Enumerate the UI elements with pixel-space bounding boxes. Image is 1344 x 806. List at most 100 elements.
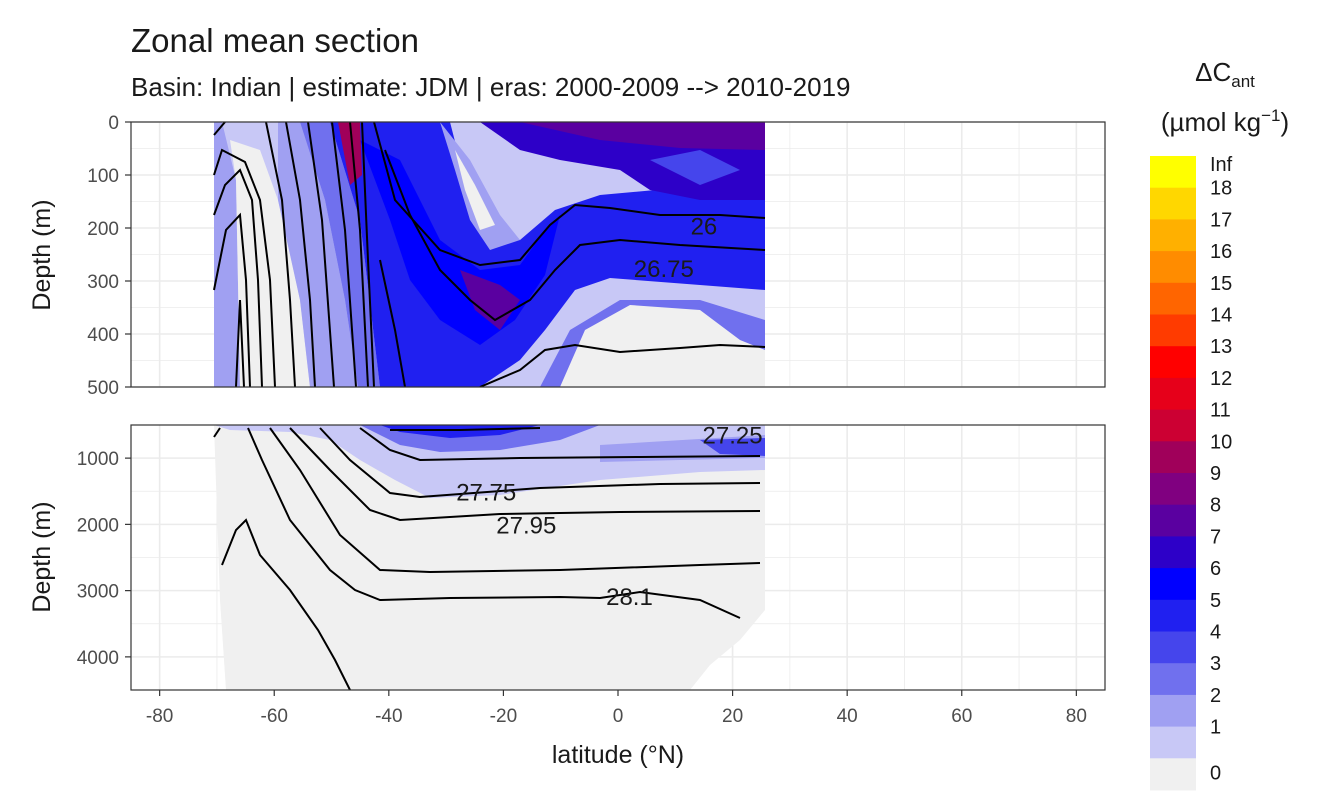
contour-label: 27.25	[703, 422, 763, 449]
x-tick-label: -80	[146, 706, 173, 727]
contour-line	[213, 212, 251, 387]
legend-label: 15	[1210, 273, 1232, 295]
legend-swatch	[1150, 631, 1196, 664]
legend-label: 14	[1210, 305, 1232, 327]
y-tick-label: 100	[87, 166, 119, 187]
lower-contours	[213, 427, 761, 690]
legend-swatch	[1150, 599, 1196, 632]
legend-label: 6	[1210, 558, 1221, 580]
legend-label: 7	[1210, 526, 1221, 548]
contour-line	[384, 149, 766, 322]
contour-line	[349, 122, 369, 387]
contour-line	[390, 427, 541, 431]
legend-swatch	[1150, 251, 1196, 284]
chart-title: Zonal mean section	[131, 22, 419, 59]
legend-unit: (µmol kg−1)	[1161, 106, 1289, 137]
legend-title: ΔCant	[1195, 57, 1255, 91]
legend-label: 18	[1210, 178, 1232, 200]
legend-label: 11	[1210, 400, 1231, 422]
legend-swatch	[1150, 441, 1196, 474]
contour-label: 28.1	[606, 584, 653, 611]
contour-line	[319, 427, 761, 499]
legend-swatch	[1150, 473, 1196, 506]
legend-swatch	[1150, 536, 1196, 569]
axes: -80 -60 -40 -20 0 20 40 60 80 0 100 200 300 400 500 100…	[77, 113, 1087, 727]
upper-contours	[213, 122, 766, 387]
legend-swatch	[1150, 219, 1196, 252]
contour-line	[361, 122, 375, 387]
contour-label: 26	[691, 213, 718, 240]
legend-swatch	[1150, 377, 1196, 411]
legend-swatch	[1150, 187, 1196, 220]
colorbar-legend: ΔCant (µmol kg−1) Inf1817161514131211109…	[1150, 57, 1289, 791]
legend-label: 3	[1210, 653, 1221, 675]
x-tick-label: -40	[375, 706, 402, 727]
legend-swatch	[1150, 758, 1196, 791]
legend-swatch	[1150, 409, 1196, 442]
contour-line	[331, 122, 357, 387]
legend-swatch	[1150, 694, 1196, 728]
y-axis-title-upper: Depth (m)	[28, 199, 56, 310]
x-tick-label: 40	[837, 706, 858, 727]
y-tick-label: 300	[87, 272, 119, 293]
x-tick-label: 20	[722, 706, 743, 727]
legend-label: 4	[1210, 622, 1221, 644]
x-tick-label: 80	[1066, 706, 1087, 727]
y-tick-label: 4000	[77, 648, 119, 669]
legend-label: 8	[1210, 495, 1221, 517]
contour-line	[247, 427, 741, 619]
legend-swatch	[1150, 663, 1196, 696]
legend-label: 5	[1210, 590, 1221, 612]
contour-line	[373, 122, 766, 267]
legend-swatch	[1150, 282, 1196, 315]
contour-line	[269, 427, 761, 574]
legend-swatch	[1150, 504, 1196, 537]
y-tick-label: 3000	[77, 582, 119, 603]
x-axis-title: latitude (°N)	[552, 741, 684, 769]
contour-line	[235, 299, 245, 387]
contour-line	[479, 343, 766, 387]
legend-label: 12	[1210, 368, 1232, 390]
contour-line	[221, 518, 351, 690]
x-tick-label: -60	[261, 706, 288, 727]
y-tick-label: 400	[87, 325, 119, 346]
y-tick-label: 200	[87, 219, 119, 240]
panel-upper-border	[130, 121, 1106, 388]
contour-label: 27.95	[496, 512, 556, 539]
contour-line	[213, 427, 221, 438]
legend-label: Inf	[1210, 154, 1233, 176]
contour-line	[265, 122, 296, 387]
contour-labels: 26 26.75 27.25 27.75 27.95 28.1	[456, 213, 762, 611]
contour-line	[359, 427, 761, 462]
chart-subtitle: Basin: Indian | estimate: JDM | eras: 20…	[131, 72, 851, 102]
contour-label: 26.75	[634, 256, 694, 283]
legend-swatch	[1150, 726, 1196, 759]
x-tick-label: 60	[951, 706, 972, 727]
legend-swatch	[1150, 346, 1196, 379]
legend-label: 1	[1210, 717, 1221, 739]
legend-label: 17	[1210, 209, 1232, 231]
y-tick-label: 0	[108, 113, 119, 134]
y-tick-label: 2000	[77, 515, 119, 536]
legend-label: 13	[1210, 336, 1232, 358]
contour-line	[379, 259, 406, 387]
legend-label: 10	[1210, 431, 1232, 453]
contour-line	[213, 122, 226, 136]
y-tick-label: 500	[87, 378, 119, 399]
legend-swatch	[1150, 314, 1196, 347]
y-axis-title-lower: Depth (m)	[28, 501, 56, 612]
contour-line	[307, 122, 335, 387]
contour-line	[213, 148, 276, 387]
contour-label: 27.75	[456, 479, 516, 506]
x-tick-label: -20	[490, 706, 517, 727]
contour-line	[213, 168, 263, 387]
y-tick-label: 1000	[77, 449, 119, 470]
contour-line	[285, 122, 316, 387]
legend-swatch	[1150, 568, 1196, 601]
x-tick-label: 0	[613, 706, 624, 727]
legend-label: 9	[1210, 463, 1221, 485]
legend-swatch	[1150, 156, 1196, 189]
legend-label: 16	[1210, 241, 1232, 263]
contour-line	[289, 427, 761, 522]
